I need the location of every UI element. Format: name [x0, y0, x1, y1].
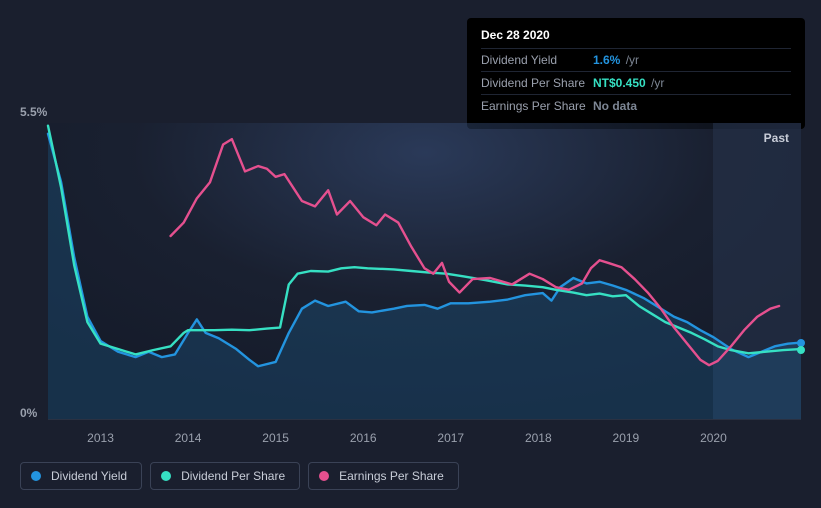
x-tick-label: 2020	[700, 431, 727, 445]
x-axis: 2013 2014 2015 2016 2017 2018 2019 2020	[48, 425, 801, 445]
plot-region[interactable]: Past	[48, 123, 801, 420]
tooltip-row: Dividend Yield1.6% /yr	[481, 48, 791, 71]
tooltip-row: Dividend Per ShareNT$0.450 /yr	[481, 71, 791, 94]
legend-label: Dividend Yield	[51, 469, 127, 483]
x-tick-label: 2015	[262, 431, 289, 445]
legend-item[interactable]: Dividend Per Share	[150, 462, 300, 490]
legend-label: Earnings Per Share	[339, 469, 444, 483]
legend: Dividend Yield Dividend Per Share Earnings…	[20, 462, 459, 490]
tooltip-date: Dec 28 2020	[481, 28, 791, 42]
chart-lines	[48, 123, 801, 419]
legend-label: Dividend Per Share	[181, 469, 285, 483]
chart-container: Dec 28 2020 Dividend Yield1.6% /yrDivide…	[0, 0, 821, 508]
chart-area: 5.5% 0% Past 201320142015201620172018201…	[20, 105, 801, 420]
y-axis-min-label: 0%	[20, 406, 37, 420]
x-tick-label: 2017	[437, 431, 464, 445]
legend-swatch	[161, 471, 171, 481]
x-tick-label: 2014	[175, 431, 202, 445]
series-end-marker	[797, 346, 805, 354]
series-area	[48, 134, 801, 419]
legend-item[interactable]: Dividend Yield	[20, 462, 142, 490]
tooltip-row-label: Dividend Per Share	[481, 76, 593, 90]
tooltip-row-value: NT$0.450 /yr	[593, 76, 664, 90]
tooltip-row-label: Dividend Yield	[481, 53, 593, 67]
legend-swatch	[319, 471, 329, 481]
x-tick-label: 2018	[525, 431, 552, 445]
y-axis-max-label: 5.5%	[20, 105, 47, 119]
x-tick-label: 2013	[87, 431, 114, 445]
x-tick-label: 2019	[613, 431, 640, 445]
legend-swatch	[31, 471, 41, 481]
legend-item[interactable]: Earnings Per Share	[308, 462, 459, 490]
x-tick-label: 2016	[350, 431, 377, 445]
tooltip-row-value: 1.6% /yr	[593, 53, 639, 67]
